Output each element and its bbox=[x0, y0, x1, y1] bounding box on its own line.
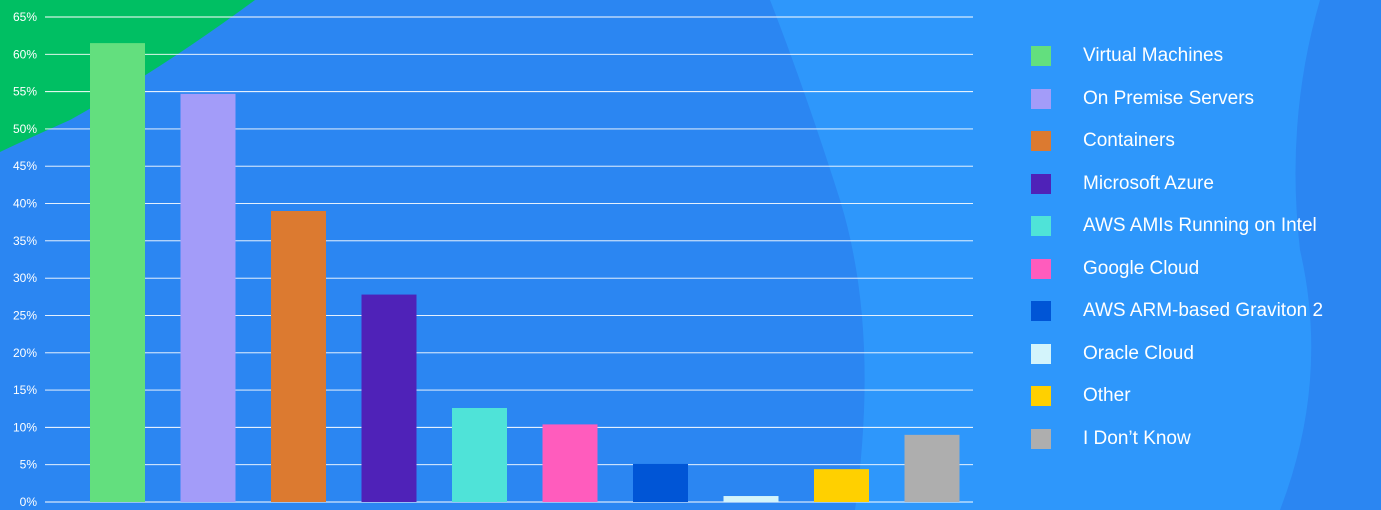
y-tick-label: 45% bbox=[13, 159, 37, 173]
bar-aws-amis-running-on-intel bbox=[452, 407, 507, 502]
legend-item: Oracle Cloud bbox=[1031, 333, 1376, 376]
y-tick-label: 55% bbox=[13, 85, 37, 99]
legend-label: Microsoft Azure bbox=[1083, 172, 1214, 194]
y-tick-label: 60% bbox=[13, 47, 37, 61]
legend-label: Other bbox=[1083, 385, 1131, 407]
legend-swatch bbox=[1031, 343, 1051, 364]
legend-label: On Premise Servers bbox=[1083, 87, 1255, 109]
legend-item: Google Cloud bbox=[1031, 248, 1376, 291]
y-tick-label: 0% bbox=[20, 495, 38, 509]
y-tick-label: 50% bbox=[13, 122, 37, 136]
bar-google-cloud bbox=[542, 424, 598, 502]
legend-label: AWS ARM-based Graviton 2 bbox=[1083, 300, 1324, 322]
legend-swatch bbox=[1031, 216, 1051, 237]
y-tick-label: 65% bbox=[13, 10, 37, 24]
bar-oracle-cloud bbox=[723, 496, 779, 502]
legend-item: AWS ARM-based Graviton 2 bbox=[1031, 290, 1376, 333]
legend: Virtual Machines On Premise Servers Contai… bbox=[1031, 35, 1376, 460]
legend-item: AWS AMIs Running on Intel bbox=[1031, 205, 1376, 248]
legend-item: Containers bbox=[1031, 120, 1376, 163]
legend-label: I Don’t Know bbox=[1083, 427, 1191, 449]
legend-label: Containers bbox=[1083, 130, 1175, 152]
bar-on-premise-servers bbox=[180, 93, 236, 502]
legend-item: Virtual Machines bbox=[1031, 35, 1376, 78]
legend-label: Oracle Cloud bbox=[1083, 342, 1194, 364]
legend-label: AWS AMIs Running on Intel bbox=[1083, 215, 1317, 237]
legend-swatch bbox=[1031, 301, 1051, 322]
y-tick-label: 40% bbox=[13, 197, 37, 211]
legend-swatch bbox=[1031, 173, 1051, 194]
legend-swatch bbox=[1031, 386, 1051, 407]
legend-label: Virtual Machines bbox=[1083, 45, 1224, 67]
legend-swatch bbox=[1031, 258, 1051, 279]
legend-item: On Premise Servers bbox=[1031, 78, 1376, 121]
legend-swatch bbox=[1031, 131, 1051, 152]
legend-item: Microsoft Azure bbox=[1031, 163, 1376, 206]
decorative-light-blob bbox=[770, 0, 1381, 510]
legend-label: Google Cloud bbox=[1083, 257, 1200, 279]
decorative-right-band bbox=[1280, 0, 1381, 510]
bar-microsoft-azure bbox=[361, 294, 417, 502]
y-axis-ticks: 0% 5% 10% 15% 20% 25% 30% 35% 40% 45% 50% 55% 60% 65% bbox=[13, 10, 37, 509]
legend-swatch bbox=[1031, 46, 1051, 67]
bar-containers bbox=[271, 211, 326, 502]
legend-item: Other bbox=[1031, 375, 1376, 418]
bar-i-don-t-know bbox=[904, 434, 960, 502]
y-tick-label: 20% bbox=[13, 346, 37, 360]
y-tick-label: 25% bbox=[13, 308, 37, 322]
y-tick-label: 10% bbox=[13, 420, 37, 434]
y-tick-label: 35% bbox=[13, 234, 37, 248]
bar-other bbox=[814, 469, 869, 502]
y-tick-label: 30% bbox=[13, 271, 37, 285]
legend-swatch bbox=[1031, 88, 1051, 109]
legend-item: I Don’t Know bbox=[1031, 418, 1376, 461]
y-tick-label: 5% bbox=[20, 458, 38, 472]
bars bbox=[90, 43, 960, 502]
y-tick-label: 15% bbox=[13, 383, 37, 397]
legend-swatch bbox=[1031, 428, 1051, 449]
bar-virtual-machines bbox=[90, 43, 145, 502]
bar-aws-arm-based-graviton-2 bbox=[633, 463, 688, 502]
